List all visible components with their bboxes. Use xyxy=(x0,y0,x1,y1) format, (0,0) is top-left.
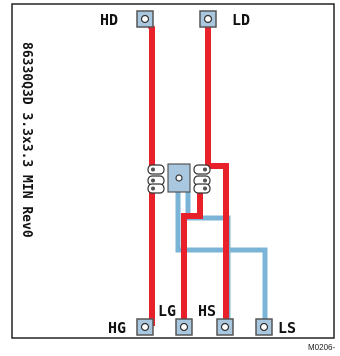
ic-pin xyxy=(193,183,211,194)
pad-hd xyxy=(136,10,154,28)
ic-pin xyxy=(193,164,211,175)
pin-label-ld: LD xyxy=(232,11,250,29)
ic-pin-hole xyxy=(151,167,155,172)
ic-package xyxy=(147,163,211,194)
pin-label-ls: LS xyxy=(278,319,296,337)
ic-pin xyxy=(147,183,165,194)
figure-id: M0206- xyxy=(308,343,335,352)
ic-pin-hole xyxy=(151,186,155,191)
pin-label-hs: HS xyxy=(198,302,216,320)
ic-pin xyxy=(147,164,165,175)
ic-center-hole xyxy=(175,174,183,182)
red-trace-hd xyxy=(142,18,155,170)
ic-pin-hole xyxy=(151,178,155,183)
red-trace-lg xyxy=(181,190,203,326)
pin-label-lg: LG xyxy=(158,302,176,320)
pin-label-hg: HG xyxy=(108,319,126,337)
board-label: 86330Q3D 3.3x3.3 MIN Rev0 xyxy=(19,42,34,238)
pad-ls xyxy=(255,318,273,336)
pin-label-hd: HD xyxy=(100,11,118,29)
pad-lg xyxy=(175,318,193,336)
ic-pin-hole xyxy=(203,178,207,183)
blue-traces xyxy=(175,175,268,326)
ic-pin-hole xyxy=(203,186,207,191)
pad-hg xyxy=(136,318,154,336)
board-outline xyxy=(11,3,335,339)
pad-hs xyxy=(216,318,234,336)
blue-trace-ls xyxy=(175,175,268,326)
pad-ld xyxy=(199,10,217,28)
ic-pin-hole xyxy=(203,167,207,172)
red-trace-ld xyxy=(205,20,229,326)
